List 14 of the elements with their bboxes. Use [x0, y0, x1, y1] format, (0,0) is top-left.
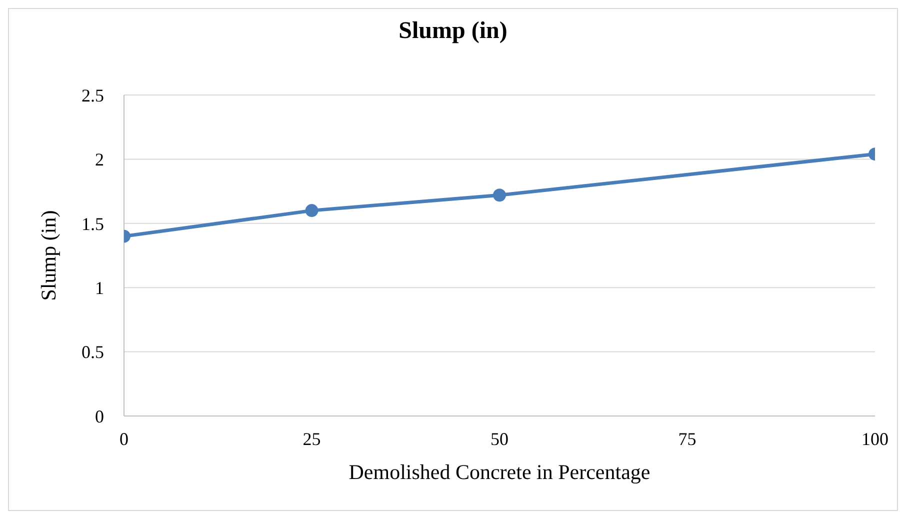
y-tick-label: 0.5 — [82, 342, 104, 362]
y-tick-label: 2 — [95, 150, 104, 170]
x-tick-label: 75 — [678, 428, 696, 449]
x-tick-label: 100 — [862, 428, 888, 449]
chart-title: Slump (in) — [398, 18, 508, 45]
x-tick-label: 50 — [490, 428, 508, 449]
y-tick-label: 1 — [95, 278, 104, 298]
x-axis-title: Demolished Concrete in Percentage — [348, 460, 650, 484]
x-tick-label: 0 — [120, 428, 128, 449]
x-tick-label: 25 — [302, 428, 321, 449]
y-tick-label: 0 — [95, 406, 104, 426]
y-tick-label: 1.5 — [82, 214, 104, 234]
y-tick-label: 2.5 — [82, 85, 104, 106]
y-axis-title: Slump (in) — [36, 210, 60, 301]
